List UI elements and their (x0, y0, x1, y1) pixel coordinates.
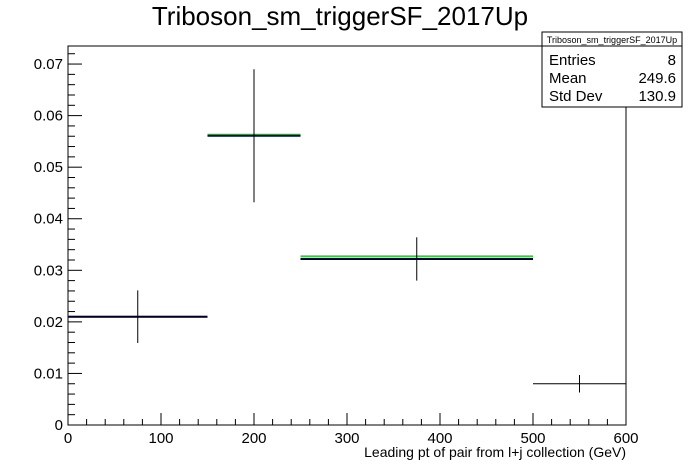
histogram-bin (533, 374, 626, 393)
y-tick-label: 0.04 (34, 211, 63, 228)
stats-entries-label: Entries (549, 52, 596, 69)
x-tick-label: 200 (241, 430, 266, 447)
y-tick-label: 0 (55, 417, 63, 434)
x-tick-label: 600 (613, 430, 638, 447)
y-axis-ticks (68, 53, 82, 426)
stats-mean-label: Mean (549, 70, 587, 87)
x-axis-ticks (67, 413, 627, 425)
y-tick-label: 0.05 (34, 159, 63, 176)
y-tick-label: 0.01 (34, 365, 63, 382)
x-tick-label: 0 (64, 430, 72, 447)
x-tick-label: 100 (148, 430, 173, 447)
stats-box-title: Triboson_sm_triggerSF_2017Up (547, 35, 677, 45)
stats-mean-value: 249.6 (638, 70, 676, 87)
histogram-bin (207, 69, 301, 203)
stats-box: Triboson_sm_triggerSF_2017Up Entries 8 M… (541, 31, 683, 108)
x-tick-label: 400 (427, 430, 452, 447)
y-tick-label: 0.07 (34, 56, 63, 73)
x-axis-label: Leading pt of pair from l+j collection (… (364, 444, 626, 460)
stats-box-frame (541, 31, 683, 108)
chart-title: Triboson_sm_triggerSF_2017Up (152, 1, 528, 31)
x-tick-label: 500 (520, 430, 545, 447)
stats-stddev-value: 130.9 (638, 88, 676, 105)
y-tick-label: 0.02 (34, 314, 63, 331)
histogram-bin (300, 237, 533, 281)
stats-stddev-label: Std Dev (549, 88, 603, 105)
x-axis-tick-labels: 0 100 200 300 400 500 600 (64, 430, 639, 447)
stats-entries-value: 8 (668, 52, 676, 69)
histogram-bin (68, 290, 208, 344)
y-axis-tick-labels: 0 0.01 0.02 0.03 0.04 0.05 0.06 0.07 (34, 56, 63, 434)
y-tick-label: 0.06 (34, 108, 63, 125)
y-tick-label: 0.03 (34, 262, 63, 279)
x-tick-label: 300 (334, 430, 359, 447)
histogram-bins (68, 69, 626, 393)
